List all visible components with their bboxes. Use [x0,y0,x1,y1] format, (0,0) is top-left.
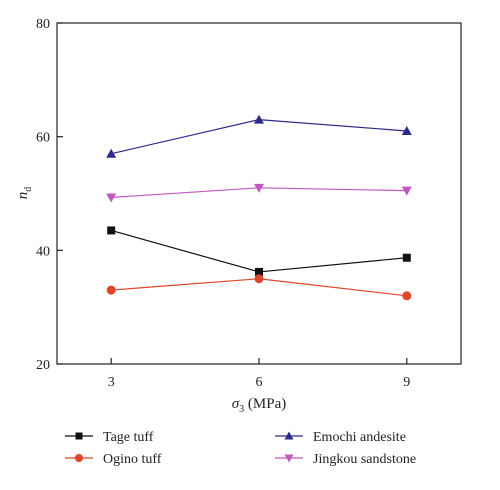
data-point [254,183,264,193]
series-line [111,229,407,273]
plot-frame [56,22,462,365]
data-point [106,193,117,203]
data-point [107,226,116,235]
data-point [106,148,117,158]
data-point [401,125,412,135]
x-tick-label: 9 [403,375,410,390]
data-point [402,291,412,301]
series-jingkou-sandstone [106,183,412,203]
y-tick-label: 40 [36,244,50,259]
legend-item: Jingkou sandstone [275,452,416,467]
data-point [401,186,412,196]
data-point [255,267,263,276]
legend-item: Ogino tuff [65,452,162,467]
data-point [402,253,411,262]
y-axis-label-symbol: n [15,192,31,200]
legend-marker [284,431,294,440]
legend-item: Emochi andesite [275,430,406,445]
x-axis-label-symbol: σ [232,396,240,412]
data-point [106,285,116,295]
legend: Tage tuff Emochi andesite Ogino tuff Jingko… [65,430,416,467]
x-tick-label: 6 [256,375,263,390]
data-point [254,114,264,124]
x-axis-label: σ3 (MPa) [232,396,286,415]
y-axis-ticks: 20 40 60 80 [36,17,63,373]
legend-label: Jingkou sandstone [313,452,416,467]
data-point [254,274,264,284]
legend-marker [284,454,294,463]
legend-label: Tage tuff [103,430,154,445]
y-axis-label-subscript: d [23,187,34,192]
x-axis-ticks: 3 6 9 [108,358,410,390]
legend-marker [75,432,83,440]
x-axis-label-unit: (MPa) [244,396,286,412]
x-axis-label-subscript: 3 [239,404,244,415]
series-tage-tuff [107,226,411,276]
x-tick-label: 3 [108,375,115,390]
series-line [111,119,407,155]
legend-marker [75,454,83,462]
y-tick-label: 20 [36,358,50,373]
legend-label: Ogino tuff [103,452,162,467]
legend-label: Emochi andesite [313,430,406,445]
series-ogino-tuff [106,274,412,301]
y-tick-label: 60 [36,131,50,146]
y-axis-label: nd [15,187,34,200]
y-tick-label: 80 [36,17,50,32]
legend-item: Tage tuff [65,430,154,445]
series-emochi-andesite [106,114,412,158]
series-layer [106,114,412,301]
